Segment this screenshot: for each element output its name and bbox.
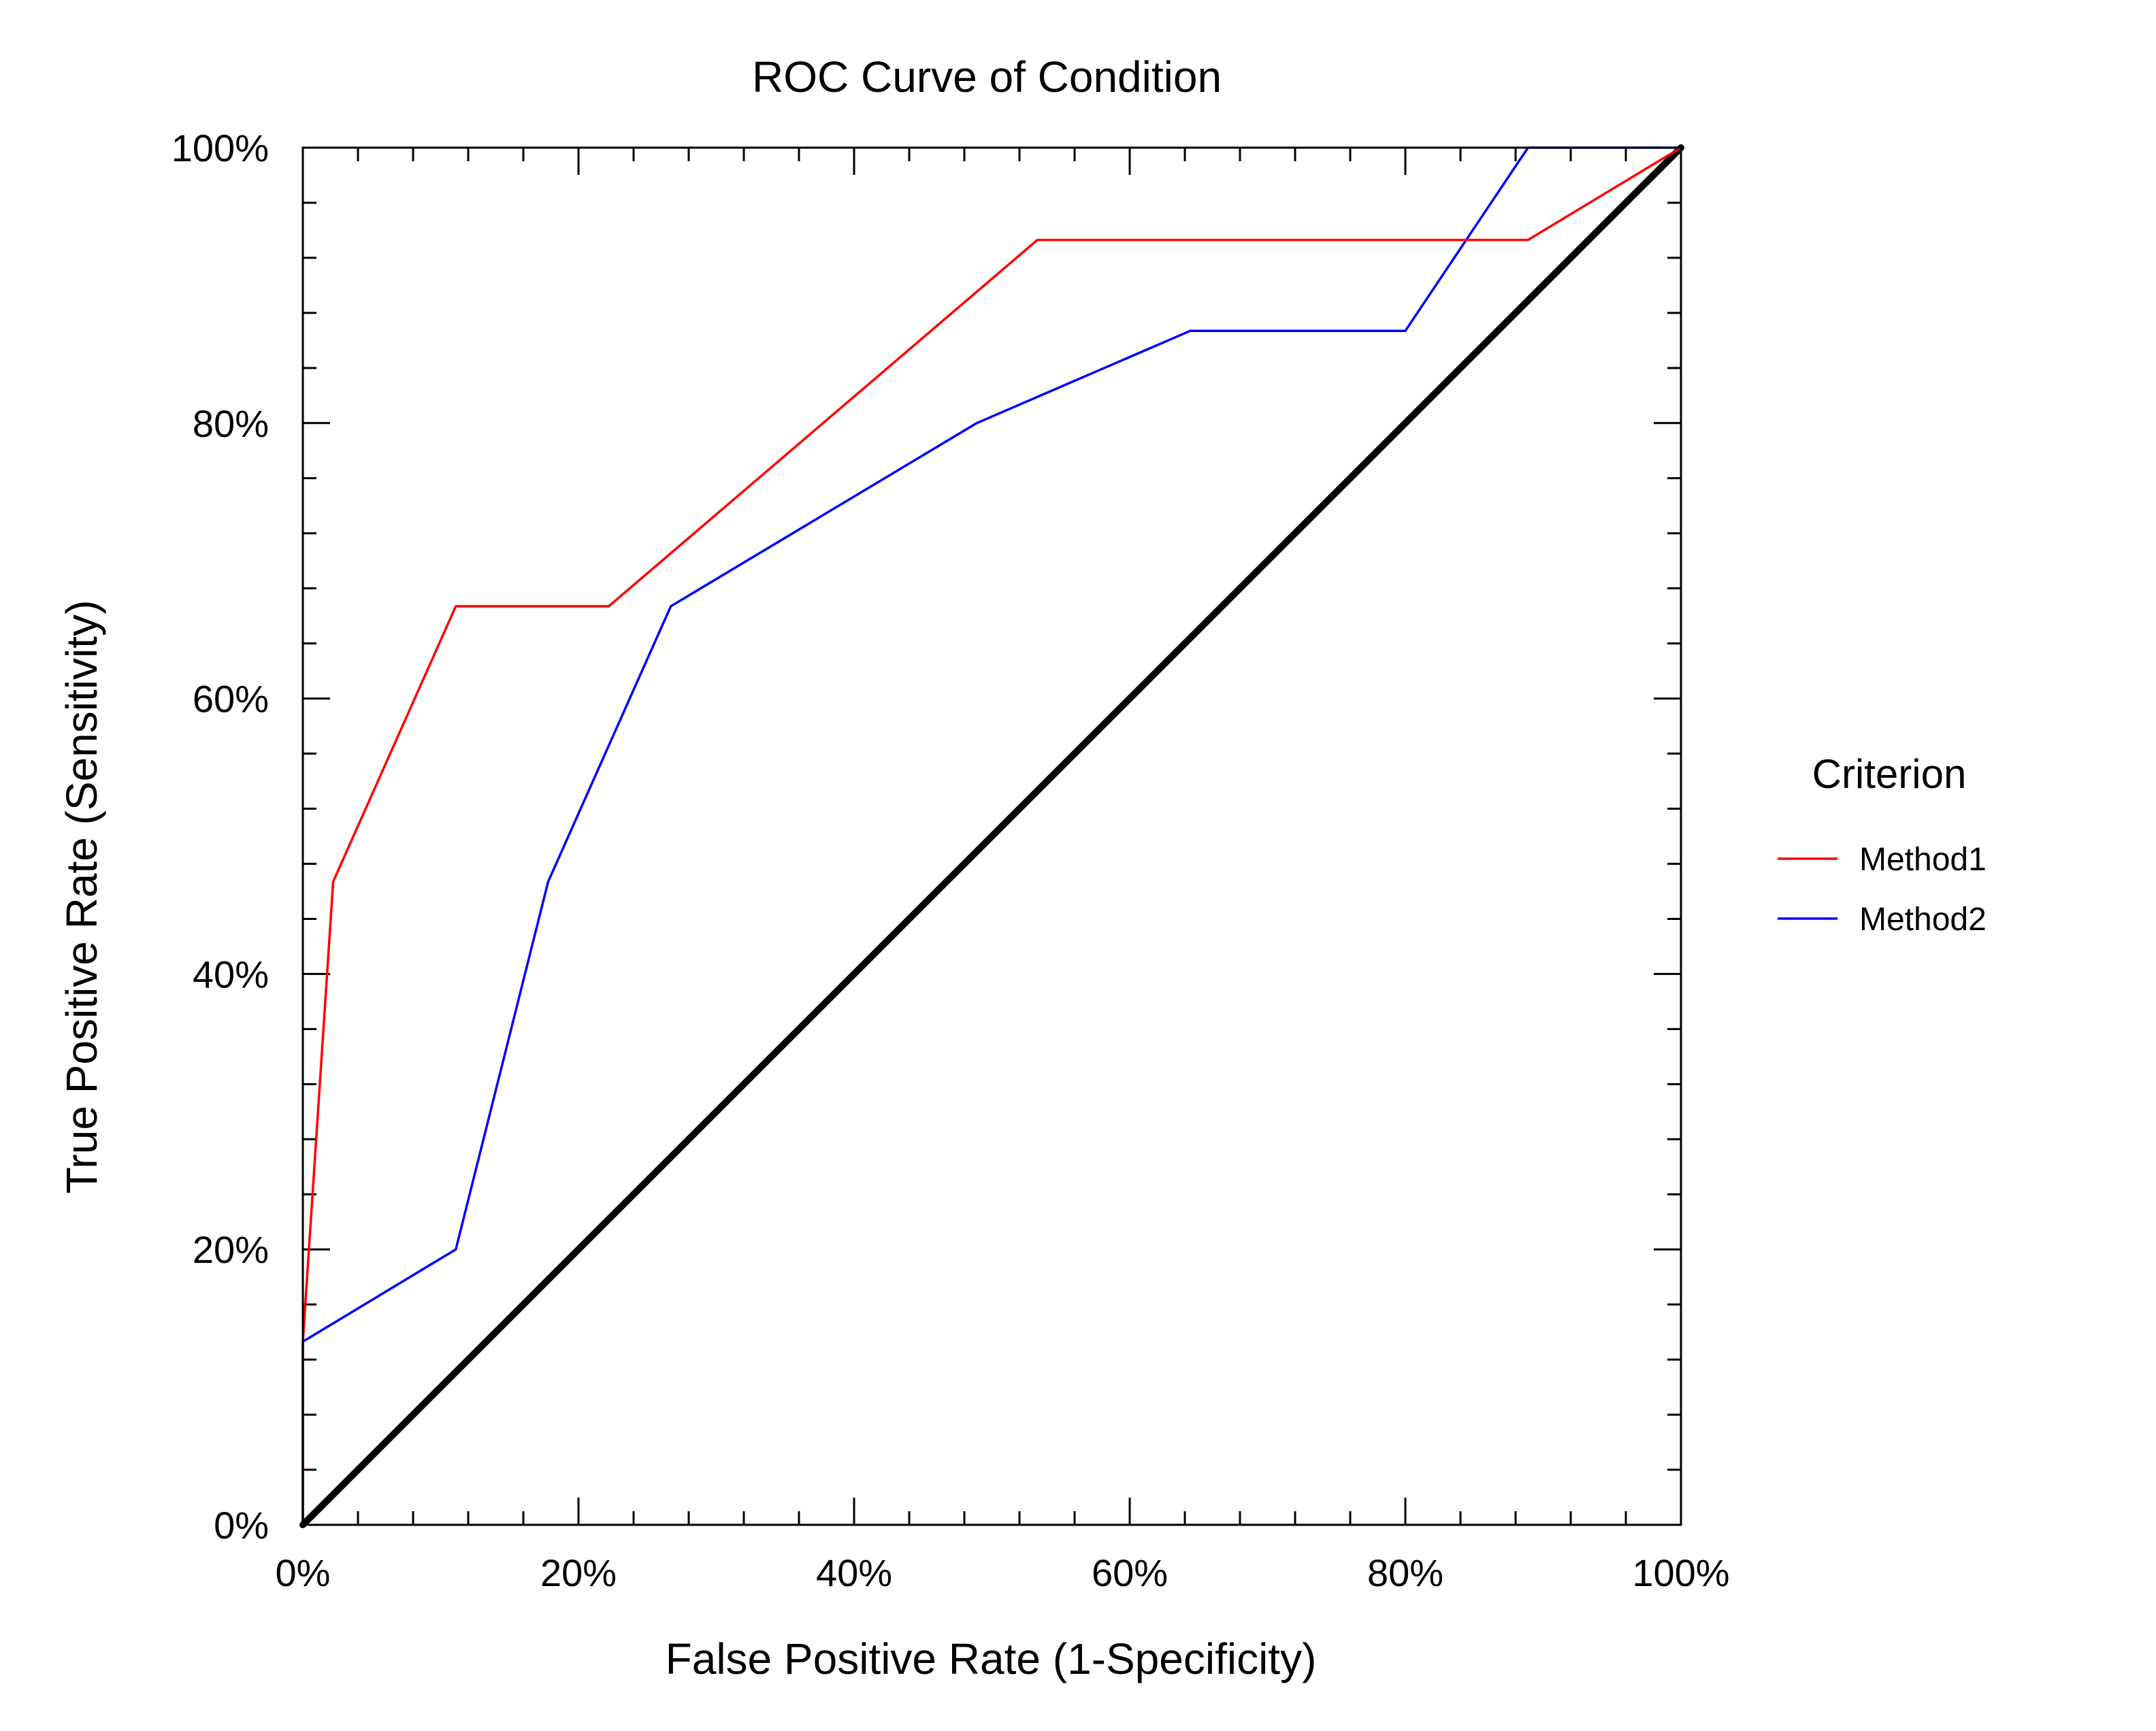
y-tick-label: 40% — [193, 953, 269, 995]
y-tick-label: 100% — [172, 127, 269, 169]
x-axis-label: False Positive Rate (1-Specificity) — [666, 1634, 1317, 1683]
plot-frame — [301, 146, 1682, 1526]
y-tick-label: 0% — [214, 1504, 269, 1547]
x-tick-label: 60% — [1092, 1551, 1168, 1594]
x-tick-label: 40% — [816, 1551, 892, 1594]
y-tick-label: 80% — [193, 402, 269, 445]
legend-label-method2: Method2 — [1859, 902, 1987, 938]
legend-title: Criterion — [1812, 751, 1967, 797]
y-tick-label: 60% — [193, 678, 269, 721]
chart-title: ROC Curve of Condition — [752, 52, 1222, 101]
reference-diagonal-line — [299, 144, 1684, 1528]
y-axis-label: True Positive Rate (Sensitivity) — [57, 600, 106, 1194]
tick-labels: 0% 20% 40% 60% 80% 100% 0% 20% 40% 60% 80% 100% — [172, 127, 1730, 1594]
x-tick-label: 0% — [276, 1551, 331, 1594]
legend-label-method1: Method1 — [1859, 842, 1987, 878]
x-tick-label: 80% — [1367, 1551, 1443, 1594]
y-tick-label: 20% — [193, 1228, 269, 1271]
x-tick-label: 100% — [1632, 1551, 1729, 1594]
plot-lines — [299, 144, 1684, 1528]
x-tick-label: 20% — [540, 1551, 617, 1594]
legend-entries: Method1 Method2 — [1778, 842, 1987, 938]
series-line-method1 — [301, 146, 1682, 1525]
legend: Criterion Method1 Method2 — [1778, 751, 1987, 938]
